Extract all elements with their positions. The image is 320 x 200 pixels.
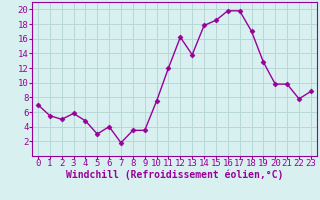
- X-axis label: Windchill (Refroidissement éolien,°C): Windchill (Refroidissement éolien,°C): [66, 170, 283, 180]
